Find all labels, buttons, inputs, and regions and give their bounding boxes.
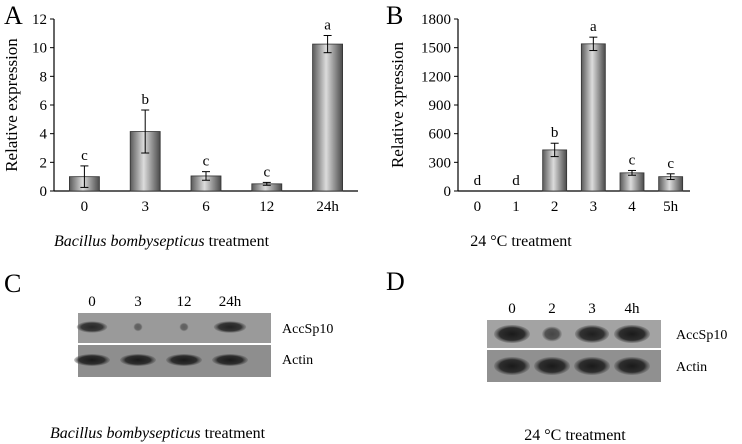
blot-d-lane-label: 2 [548,301,556,317]
blot-d-row-label-actin: Actin [676,360,707,375]
blot-d-band-accsp10 [614,325,650,343]
chart-b-ytick-label: 600 [429,127,452,143]
chart-b: 0 300 600 900 1200 1500 1800 Relative xpression… [388,12,690,215]
blot-d-band-actin [494,357,530,375]
blot-d-band-accsp10 [542,326,562,342]
blot-d-lane-label: 3 [588,301,596,317]
chart-a-ylabel: Relative expression [2,38,21,172]
blot-c-band-accsp10 [133,322,143,332]
chart-b-xtick-label: 2 [551,199,559,215]
blot-c-band-actin [166,354,202,366]
blot-d-caption: 24 °C treatment [524,427,626,444]
panel-letter-b: B [386,1,403,30]
chart-b-ytick-label: 300 [429,155,452,171]
blot-c-caption-italic: Bacillus bombysepticus [50,425,201,442]
chart-b-ylabel: Relative xpression [388,41,407,168]
chart-b-xlabel: 24 °C treatment [470,233,572,250]
blot-c-band-accsp10 [179,322,189,332]
blot-d-lane-label: 0 [508,301,516,317]
blot-d-band-actin [574,357,610,375]
blot-d-band-accsp10 [574,325,610,343]
chart-a-xtick-label: 12 [259,199,274,215]
blot-d-row-label-accsp10: AccSp10 [676,328,727,343]
chart-a-significance-label: c [203,154,210,170]
chart-b-ytick-label: 1800 [421,12,451,28]
chart-b-significance-label: d [512,173,520,189]
blot-c-band-actin [120,354,156,366]
chart-b-ytick-label: 1200 [421,69,451,85]
chart-a-ytick-label: 10 [32,41,47,57]
chart-b-ytick-label: 1500 [421,41,451,57]
blot-c-row-label-accsp10: AccSp10 [282,322,333,337]
chart-b-xtick-label: 3 [590,199,598,215]
chart-a-xlabel-italic: Bacillus bombysepticus [54,233,205,250]
chart-b-significance-label: b [551,125,559,141]
chart-a-xtick-label: 24h [316,199,339,215]
blot-c-band-accsp10 [213,321,247,333]
chart-b-xtick-label: 1 [512,199,520,215]
chart-a-ytick-label: 2 [40,155,48,171]
chart-b-significance-label: c [629,152,636,168]
chart-a-ytick-label: 8 [40,69,48,85]
chart-a-ytick-label: 0 [40,184,48,200]
panel-letter-c: C [4,269,21,298]
chart-a-ytick-label: 12 [32,12,47,28]
chart-a-significance-label: c [81,148,88,164]
chart-b-significance-label: a [590,19,597,35]
chart-a-xtick-label: 0 [81,199,89,215]
chart-b-xtick-label: 5h [663,199,679,215]
chart-a-significance-label: b [141,92,149,108]
blot-d-lane-label: 4h [625,301,641,317]
blot-d-band-accsp10 [494,325,530,343]
chart-a-xlabel-rest: treatment [205,233,270,250]
blot-c-lane-label: 3 [134,294,142,310]
chart-a-xtick-label: 3 [141,199,149,215]
blot-d-band-actin [534,357,570,375]
blot-c-caption-rest: treatment [201,425,266,442]
blot-c-band-actin [74,354,110,366]
chart-a-ytick-label: 6 [40,98,48,114]
chart-a-significance-label: a [324,17,331,33]
blot-c-lane-label: 24h [219,294,242,310]
chart-b-xtick-label: 4 [628,199,636,215]
chart-b-bar [580,43,606,192]
chart-b-ytick-label: 900 [429,98,452,114]
chart-b-significance-label: c [667,156,674,172]
chart-a-ytick-label: 4 [40,127,48,143]
blot-c [78,313,271,377]
blot-c-lane-label: 12 [177,294,192,310]
blot-c-row-label-actin: Actin [282,353,313,368]
chart-b-xtick-label: 0 [474,199,482,215]
panel-letter-d: D [386,267,405,296]
blot-c-lane-label: 0 [88,294,96,310]
chart-b-significance-label: d [474,173,482,189]
chart-a: 0 2 4 6 8 10 12 Relative expression c 0 b 3 c 6 c 12 a 24… [2,12,358,215]
chart-b-ytick-label: 0 [444,184,452,200]
chart-a-xlabel: Bacillus bombysepticus treatment [54,233,270,250]
blot-c-band-accsp10 [76,321,108,333]
blot-c-band-actin [212,354,248,366]
chart-a-significance-label: c [263,164,270,180]
blot-d-band-actin [614,357,650,375]
blot-c-caption: Bacillus bombysepticus treatment [50,425,266,442]
chart-a-bar [312,43,344,192]
chart-a-xtick-label: 6 [202,199,210,215]
panel-letter-a: A [4,1,23,30]
